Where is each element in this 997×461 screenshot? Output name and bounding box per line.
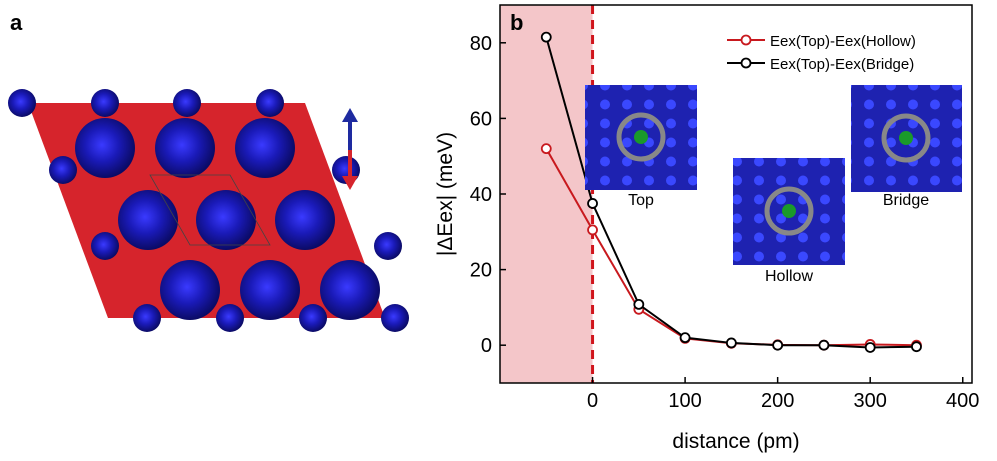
annotation: Top: [628, 192, 654, 209]
data-point: [864, 342, 876, 353]
annotation: Hollow: [765, 268, 813, 285]
plot: 0 100 200 300 400 0 20 40 60 80 distance (pm) |ΔEex…: [434, 4, 979, 453]
y-tick-label: 80: [470, 33, 492, 55]
y-tick-label: 40: [470, 184, 492, 206]
atoms: [8, 89, 409, 332]
x-tick-label: 200: [761, 390, 794, 412]
annotation: Bridge: [883, 192, 929, 209]
data-point: [818, 339, 830, 351]
x-tick-label: 300: [854, 390, 887, 412]
legend-label: Eex(Top)-Eex(Bridge): [770, 56, 914, 73]
data-point: [911, 341, 922, 353]
data-point: [633, 298, 645, 310]
data-point: [772, 339, 784, 351]
panel-label: a: [10, 10, 23, 35]
data-point: [725, 337, 737, 349]
data-point: [587, 224, 598, 236]
insets: [585, 85, 962, 265]
legend-marker: [740, 34, 752, 46]
x-tick-label: 400: [946, 390, 979, 412]
structure-panel: [8, 89, 409, 332]
data-point: [540, 143, 552, 155]
x-tick-label: 0: [587, 390, 598, 412]
shaded-region: [500, 5, 593, 383]
y-tick-label: 60: [470, 108, 492, 130]
legend-marker: [740, 57, 752, 69]
data-point: [587, 198, 598, 209]
y-axis-label: |ΔEex| (meV): [434, 132, 457, 256]
x-axis-label: distance (pm): [672, 430, 799, 453]
data-point: [540, 31, 552, 43]
panel-label: b: [510, 10, 523, 35]
data-point: [679, 332, 691, 344]
legend-label: Eex(Top)-Eex(Hollow): [770, 33, 916, 50]
y-tick-label: 20: [470, 260, 492, 282]
series-line: [545, 36, 917, 349]
x-tick-label: 100: [668, 390, 701, 412]
y-tick-label: 0: [481, 335, 492, 357]
